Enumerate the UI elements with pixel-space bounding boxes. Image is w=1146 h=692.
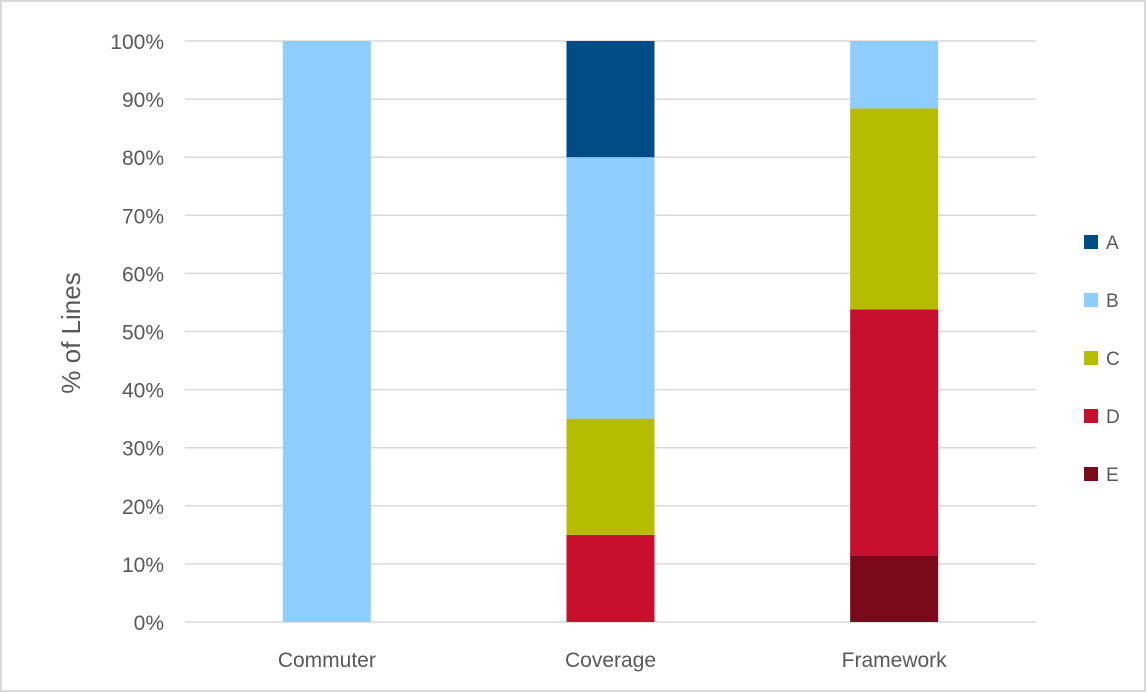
y-tick-label: 0% [134,612,164,635]
bar-segment-d [566,534,655,622]
y-tick-label: 80% [122,147,164,170]
legend-label: C [1106,349,1120,370]
legend: A B C D E [1084,233,1120,486]
bars [282,41,939,622]
x-axis-ticks: Commuter Coverage Framework [278,649,947,672]
y-tick-label: 30% [122,438,164,461]
y-tick-label: 50% [122,322,164,345]
bar-segment-c [566,418,655,535]
legend-item-c: C [1084,349,1120,370]
bar-segment-d [850,309,939,556]
legend-item-a: A [1084,233,1119,254]
legend-label: B [1106,291,1119,312]
y-tick-label: 100% [110,31,164,54]
legend-item-b: B [1084,291,1119,312]
legend-swatch [1084,351,1098,365]
bar-segment-c [850,108,939,310]
y-tick-label: 90% [122,89,164,112]
legend-item-d: D [1084,407,1120,428]
legend-swatch [1084,235,1098,249]
bar-segment-b [850,41,939,109]
y-tick-label: 70% [122,205,164,228]
x-tick-label: Framework [842,649,948,672]
bar-segment-e [850,555,939,622]
y-axis-title: % of Lines [56,272,86,393]
legend-swatch [1084,467,1098,481]
x-tick-label: Coverage [565,649,656,672]
bar-segment-b [282,41,371,622]
y-axis-ticks: 0% 10% 20% 30% 40% 50% 60% 70% 80% 90% 100% [110,31,164,635]
bar-segment-a [566,41,655,158]
y-tick-label: 10% [122,554,164,577]
legend-item-e: E [1084,465,1119,486]
y-tick-label: 60% [122,263,164,286]
legend-swatch [1084,409,1098,423]
bar-segment-b [566,157,655,419]
legend-label: D [1106,407,1120,428]
legend-label: A [1106,233,1119,254]
x-tick-label: Commuter [278,649,376,672]
legend-label: E [1106,465,1119,486]
legend-swatch [1084,293,1098,307]
y-tick-label: 20% [122,496,164,519]
y-tick-label: 40% [122,380,164,403]
